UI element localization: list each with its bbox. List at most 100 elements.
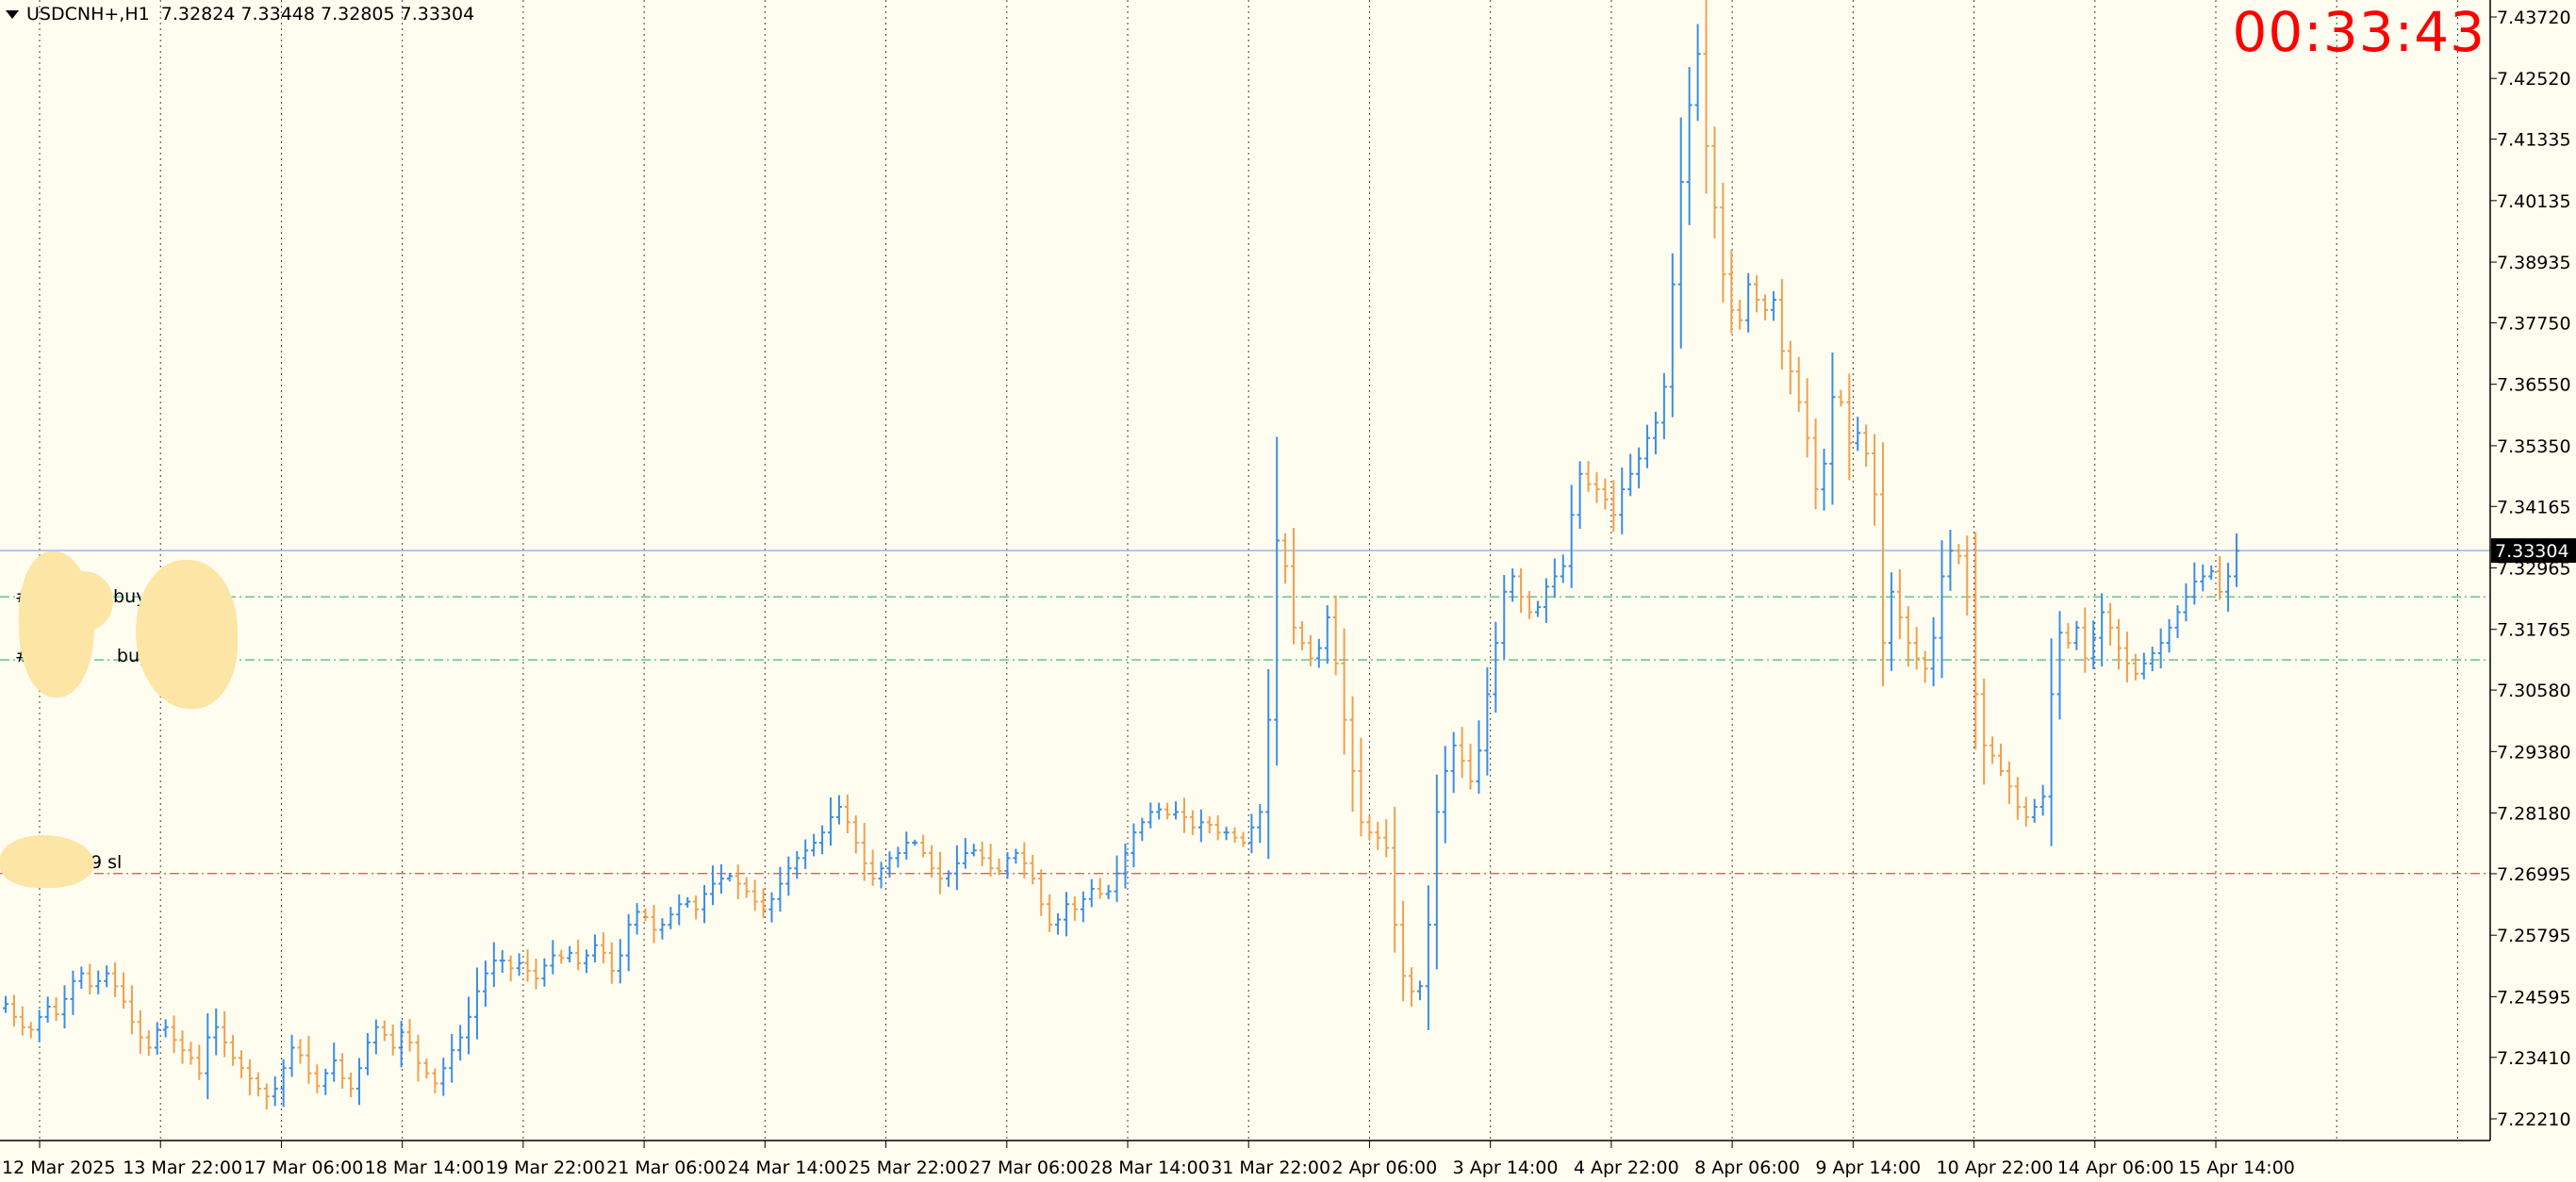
- price-tick-label: 7.35350: [2497, 436, 2571, 457]
- candle: [2031, 798, 2038, 823]
- candle: [1392, 807, 1398, 953]
- candle: [1846, 373, 1853, 481]
- price-tick-label: 7.28180: [2497, 804, 2571, 825]
- candle: [1686, 67, 1693, 225]
- candle: [1804, 378, 1810, 458]
- candle: [120, 972, 126, 1010]
- candle: [1913, 627, 1920, 670]
- candle: [2006, 761, 2012, 804]
- candle: [2132, 653, 2138, 681]
- candle: [432, 1068, 438, 1094]
- price-tick-label: 7.32965: [2497, 559, 2571, 580]
- candle: [929, 845, 935, 878]
- price-tick-label: 7.29380: [2497, 742, 2571, 763]
- candle: [1510, 568, 1516, 602]
- chart-menu-triangle-icon[interactable]: [6, 10, 19, 19]
- candle: [449, 1033, 455, 1083]
- candle: [36, 1010, 42, 1042]
- candle: [1315, 638, 1322, 668]
- price-tick-label: 7.26995: [2497, 864, 2571, 885]
- candle: [1787, 340, 1793, 395]
- price-tick-label: 7.34165: [2497, 497, 2571, 517]
- symbol-label: USDCNH+,H1: [26, 4, 150, 25]
- candle: [19, 1006, 25, 1036]
- candle: [794, 850, 801, 879]
- candle: [95, 970, 102, 994]
- candle: [1627, 453, 1634, 497]
- candle: [1998, 743, 2005, 777]
- candle: [1484, 667, 1491, 776]
- candle: [524, 949, 531, 982]
- candle: [827, 796, 834, 846]
- candle: [567, 945, 573, 962]
- candle: [651, 904, 657, 944]
- level-label-1-type: buy: [113, 586, 147, 607]
- candle: [389, 1024, 396, 1056]
- candle: [584, 949, 590, 974]
- candle: [920, 834, 927, 858]
- candle: [128, 985, 135, 1035]
- candle: [1905, 606, 1911, 667]
- candle: [1071, 895, 1078, 921]
- candle: [1433, 774, 1440, 970]
- candle: [137, 1010, 143, 1054]
- candle: [364, 1033, 371, 1075]
- candle: [490, 942, 497, 988]
- time-tick-label: 27 Mar 06:00: [969, 1157, 1089, 1178]
- candle: [903, 831, 910, 861]
- candle: [516, 953, 522, 977]
- candle: [1956, 544, 1962, 565]
- candle: [1527, 590, 1533, 619]
- candle: [1829, 352, 1836, 505]
- candle: [1257, 804, 1263, 844]
- level-label-3-type: 9 sl: [91, 852, 123, 873]
- candle: [1366, 815, 1373, 841]
- candle: [1223, 827, 1230, 841]
- candle: [482, 960, 488, 1008]
- candle: [642, 908, 649, 922]
- candle: [2039, 784, 2046, 816]
- candle: [1197, 809, 1204, 843]
- candle: [1711, 126, 1718, 239]
- candle: [1737, 300, 1743, 330]
- candle: [2090, 620, 2097, 670]
- chart-header: USDCNH+,H1 7.32824 7.33448 7.32805 7.333…: [6, 4, 474, 25]
- candle: [1038, 869, 1045, 916]
- candle: [1400, 900, 1407, 1002]
- candle: [1459, 727, 1465, 779]
- candle: [1930, 616, 1937, 687]
- candle: [693, 895, 700, 920]
- price-tick-label: 7.38935: [2497, 253, 2571, 273]
- candle: [1122, 843, 1129, 889]
- candle: [1838, 389, 1844, 407]
- candle: [702, 884, 708, 924]
- price-tick-label: 7.24595: [2497, 987, 2571, 1008]
- candle: [1619, 468, 1626, 534]
- level-label-3: 9 sl: [91, 852, 122, 873]
- chart-grid: [39, 0, 2458, 1141]
- candle: [558, 949, 565, 964]
- candle: [3, 995, 8, 1013]
- candle: [878, 862, 884, 889]
- candle: [945, 870, 951, 887]
- candle: [297, 1039, 304, 1064]
- candle: [2191, 562, 2198, 605]
- candle: [415, 1034, 421, 1082]
- candle: [1173, 801, 1180, 820]
- candle: [104, 965, 110, 988]
- candle: [314, 1064, 321, 1093]
- candle: [811, 833, 817, 857]
- current-price-tag: [2491, 538, 2576, 564]
- candle: [1004, 851, 1011, 879]
- time-tick-label: 2 Apr 06:00: [1331, 1157, 1437, 1178]
- candle: [1872, 434, 1878, 526]
- candle: [1652, 411, 1659, 455]
- candle: [912, 839, 918, 846]
- candle: [1148, 802, 1154, 829]
- candle: [423, 1059, 430, 1079]
- time-tick-label: 14 Apr 06:00: [2057, 1157, 2174, 1178]
- time-tick-label: 17 Mar 06:00: [243, 1157, 363, 1178]
- candle: [507, 955, 514, 982]
- candle: [1341, 628, 1347, 755]
